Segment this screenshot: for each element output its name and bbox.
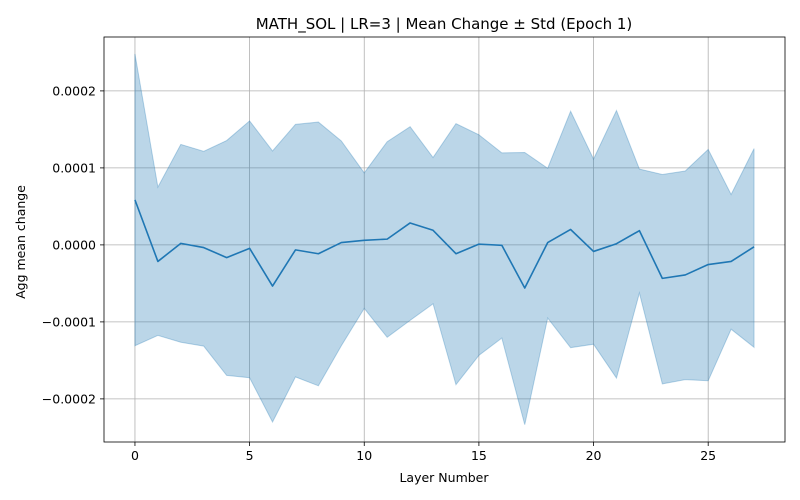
plot-frame [103,36,786,443]
y-axis-label: Agg mean change [13,185,28,299]
x-tick-label: 0 [131,448,139,463]
y-tick-label: 0.0000 [52,237,96,252]
x-axis: 0 5 10 15 20 25 [131,442,716,463]
x-axis-label: Layer Number [399,470,489,485]
y-tick-label: 0.0002 [52,83,96,98]
y-tick-label: −0.0002 [42,391,96,406]
mean-line-layer [134,199,755,289]
y-tick-label: 0.0001 [52,160,96,175]
x-tick-label: 20 [586,448,602,463]
chart-title: MATH_SOL | LR=3 | Mean Change ± Std (Epo… [256,15,633,34]
std-band [134,53,755,425]
mean-line [134,199,755,289]
std-band-layer [134,53,755,425]
x-tick-label: 25 [700,448,716,463]
y-tick-label: −0.0001 [42,314,96,329]
y-axis: −0.0002 −0.0001 0.0000 0.0001 0.0002 [42,83,104,406]
x-tick-label: 5 [246,448,254,463]
x-tick-label: 15 [471,448,487,463]
x-tick-label: 10 [356,448,372,463]
